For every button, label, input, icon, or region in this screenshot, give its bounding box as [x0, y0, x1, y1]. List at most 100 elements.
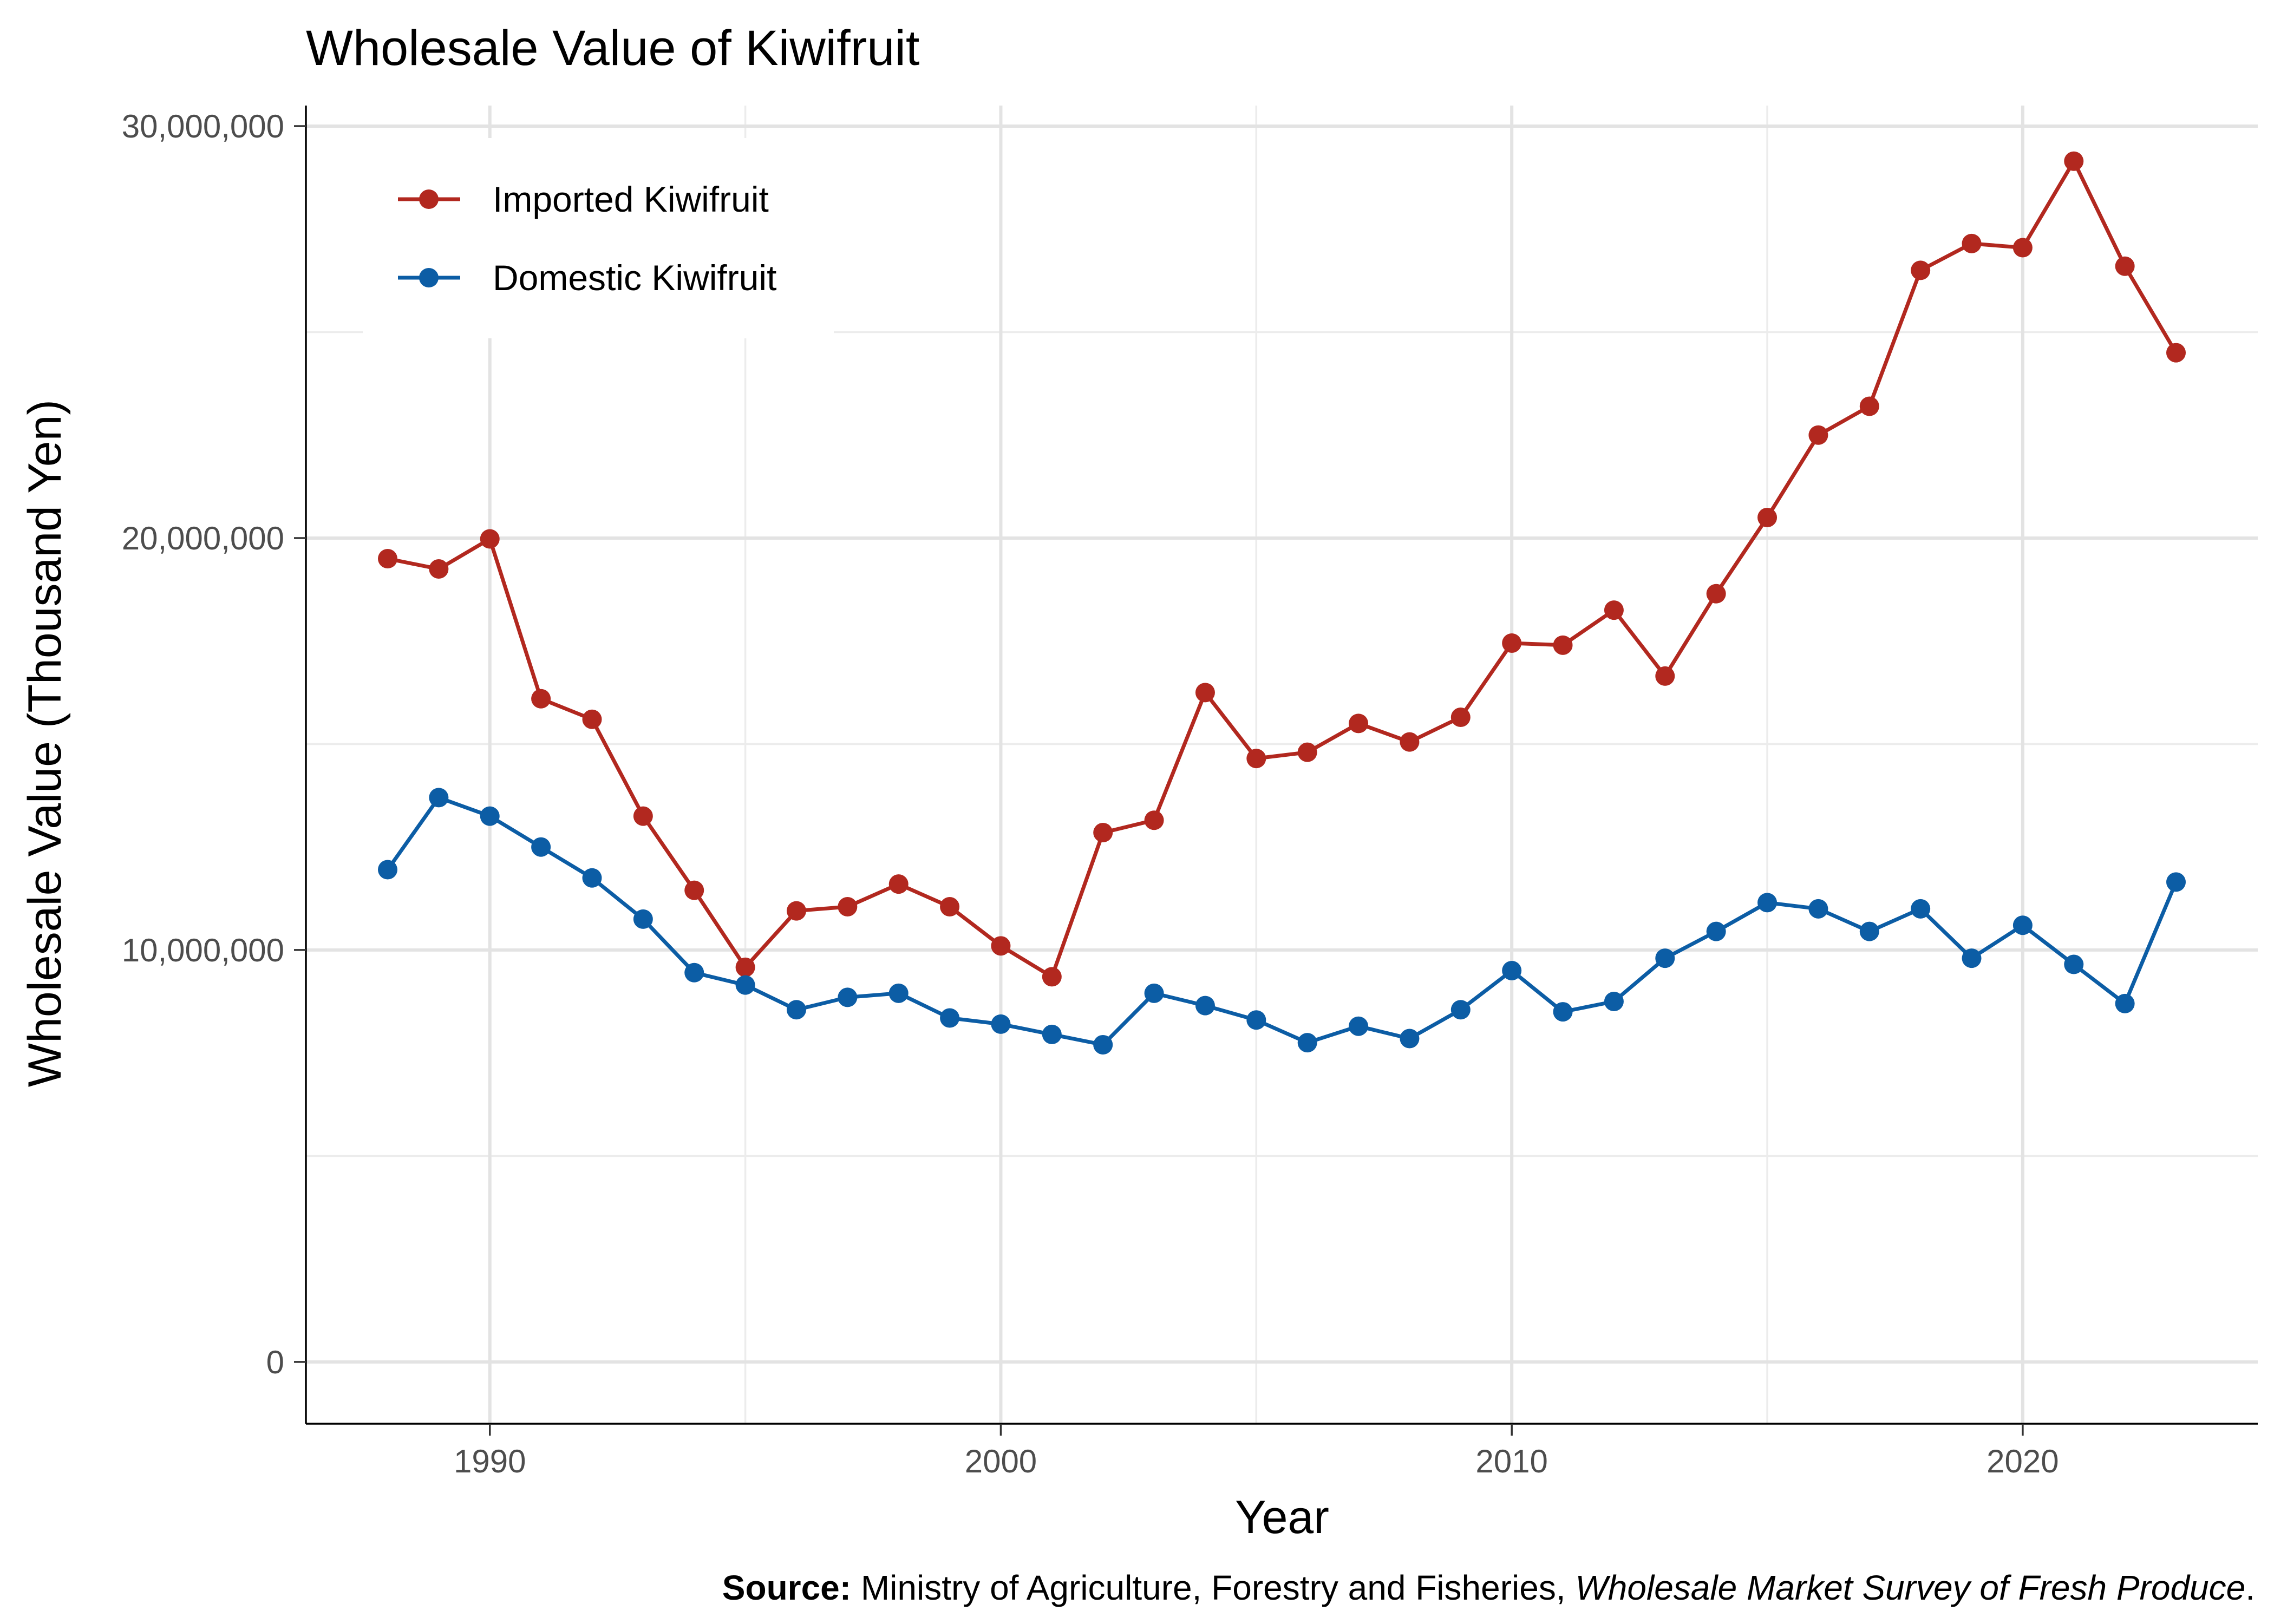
- series-2-point: [1042, 1024, 1062, 1044]
- series-2-point: [1246, 1010, 1266, 1030]
- series-2-point: [1502, 960, 1522, 980]
- series-2-point: [1553, 1002, 1573, 1022]
- series-2-point: [2064, 954, 2084, 974]
- x-axis-title: Year: [1235, 1491, 1329, 1543]
- legend-label: Imported Kiwifruit: [493, 179, 769, 219]
- y-axis-title: Wholesale Value (Thousand Yen): [19, 400, 71, 1087]
- series-1-point: [735, 957, 755, 977]
- series-2-point: [1859, 921, 1879, 941]
- series-1-point: [1604, 600, 1624, 620]
- x-tick-label: 2010: [1475, 1443, 1547, 1479]
- series-1-point: [1655, 666, 1675, 686]
- series-1-point: [1911, 260, 1931, 280]
- series-1-point: [1553, 635, 1573, 655]
- series-2-point: [1808, 899, 1828, 919]
- series-1-point: [684, 880, 704, 900]
- series-2-point: [377, 860, 397, 880]
- series-2-point: [888, 983, 909, 1003]
- legend-label: Domestic Kiwifruit: [493, 258, 776, 298]
- legend-key-point: [419, 268, 439, 287]
- x-tick-label: 1990: [454, 1443, 526, 1479]
- axes-layer: [294, 106, 2258, 1436]
- series-1-point: [940, 897, 960, 917]
- series-2-point: [1962, 948, 1982, 968]
- series-1-point: [633, 806, 653, 826]
- tick-labels: 1990 2000 2010 2020 0 10,000,000 20,000,000 30,…: [122, 108, 2059, 1479]
- series-1-point: [377, 549, 397, 569]
- series-2-point: [1349, 1016, 1369, 1036]
- x-tick-label: 2000: [965, 1443, 1037, 1479]
- source-italic: Wholesale Market Survey of Fresh Produce: [1575, 1568, 2245, 1607]
- series-1-point: [786, 901, 806, 921]
- source-bold: Source:: [722, 1568, 851, 1607]
- y-tick-label: 0: [266, 1344, 284, 1380]
- series-2-point: [1400, 1029, 1420, 1049]
- series-1-point: [2166, 343, 2186, 363]
- series-2-point: [2012, 915, 2033, 935]
- x-tick-label: 2020: [1987, 1443, 2059, 1479]
- series-1-point: [1246, 749, 1266, 769]
- series-1-point: [2064, 151, 2084, 171]
- series-1-point: [1706, 584, 1726, 604]
- legend: Imported Kiwifruit Domestic Kiwifruit: [398, 179, 776, 298]
- y-tick-label: 10,000,000: [122, 932, 284, 968]
- series-1-point: [1450, 707, 1471, 727]
- series-2-point: [2166, 872, 2186, 892]
- series-2-point: [429, 788, 449, 808]
- series-2-point: [633, 909, 653, 929]
- series-2-point: [1706, 921, 1726, 941]
- series-2-point: [582, 868, 602, 888]
- y-tick-label: 30,000,000: [122, 108, 284, 145]
- series-1-point: [1502, 633, 1522, 653]
- series-2-point: [1093, 1034, 1113, 1055]
- series-2-point: [940, 1008, 960, 1028]
- series-1-point: [2012, 238, 2033, 258]
- series-2-point: [1757, 893, 1778, 913]
- series-1-point: [991, 936, 1011, 956]
- series-2-point: [1450, 1000, 1471, 1020]
- series-1-point: [429, 559, 449, 579]
- series-1-point: [1093, 823, 1113, 843]
- series-1-point: [1808, 425, 1828, 445]
- source-note: Source: Ministry of Agriculture, Forestr…: [722, 1568, 2255, 1607]
- series-1-point: [1144, 810, 1164, 830]
- chart-title: Wholesale Value of Kiwifruit: [306, 21, 919, 76]
- series-2-point: [1655, 948, 1675, 968]
- major-gridlines: [306, 106, 2258, 1424]
- series-1-point: [531, 689, 551, 709]
- series-2-point: [1604, 992, 1624, 1012]
- series-2-point: [531, 837, 551, 857]
- source-text: Ministry of Agriculture, Forestry and Fi…: [851, 1568, 1575, 1607]
- series-1-point: [1859, 396, 1879, 416]
- series-2-point: [735, 975, 755, 995]
- series-1-point: [1757, 507, 1778, 527]
- series-2-point: [684, 962, 704, 983]
- legend-key-point: [419, 189, 439, 209]
- series-1-point: [1297, 742, 1317, 762]
- series-1-point: [1195, 683, 1215, 703]
- series-2-point: [1911, 899, 1931, 919]
- series-1-point: [838, 897, 858, 917]
- series-2-point: [838, 987, 858, 1007]
- legend-box: [363, 138, 834, 338]
- series-line-1: [387, 159, 2178, 979]
- series-1-point: [888, 874, 909, 894]
- series-1-point: [1042, 967, 1062, 987]
- series-1-point: [480, 529, 500, 549]
- series-2-point: [2115, 993, 2135, 1013]
- series-1-point: [1962, 233, 1982, 253]
- series-1-point: [1349, 713, 1369, 734]
- series-2-point: [480, 806, 500, 826]
- series-2-point: [1195, 996, 1215, 1016]
- series-2-point: [991, 1014, 1011, 1034]
- series-1-point: [582, 709, 602, 729]
- source-end: .: [2245, 1568, 2255, 1607]
- series-1-point: [1400, 732, 1420, 752]
- y-tick-label: 20,000,000: [122, 520, 284, 556]
- series-1-point: [2115, 256, 2135, 276]
- series-2-point: [786, 1000, 806, 1020]
- legend-background: [363, 138, 834, 338]
- series-2-point: [1297, 1033, 1317, 1053]
- series-layer: [377, 151, 2186, 1055]
